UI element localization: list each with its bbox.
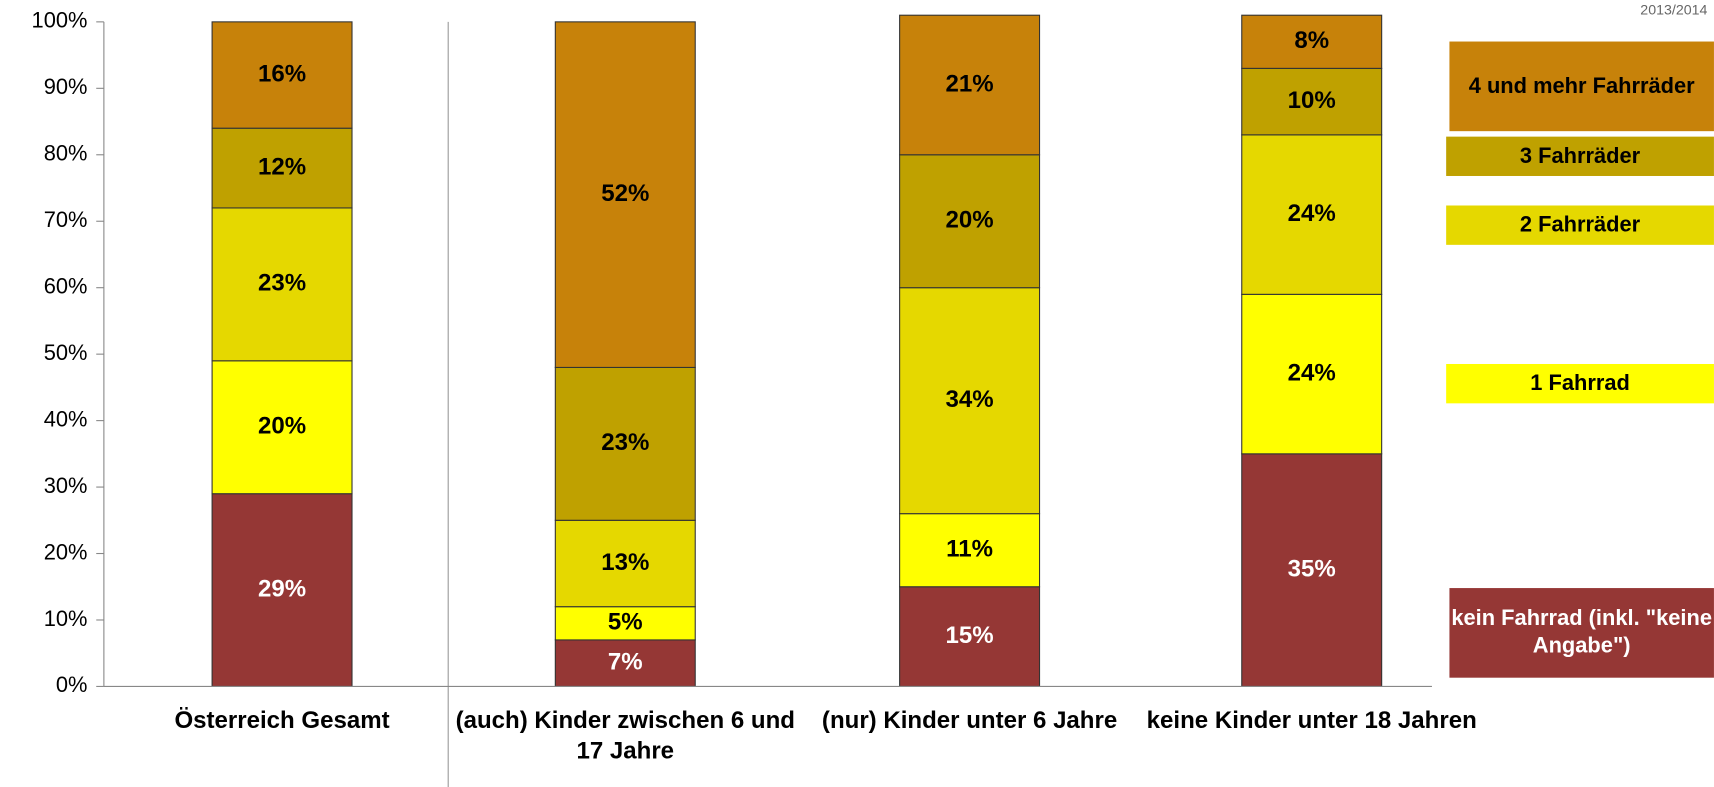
y-tick-label: 0% [56,672,88,697]
data-label: 5% [608,609,643,636]
x-tick-label-box: (auch) Kinder zwischen 6 und 17 Jahre [455,706,795,764]
bar-segment [1241,14,1383,69]
legend-label: 1 Fahrrad [1530,371,1630,396]
data-label: 24% [1288,200,1336,227]
data-label: 15% [946,622,994,649]
y-tick-label: 100% [32,8,88,33]
x-tick-label: (nur) Kinder unter 6 Jahre [821,706,1118,734]
legend-label: 3 Fahrräder [1519,143,1641,168]
data-label: 24% [1288,359,1336,386]
y-tick-label: 80% [44,141,88,166]
bar-segment [554,519,696,608]
y-tick-label: 10% [44,606,88,631]
legend-label: kein Fahrrad (inkl. "keine Angabe") [1451,606,1713,659]
bar-segment [899,154,1041,289]
data-label: 16% [258,60,306,87]
bar-segment [211,360,353,495]
legend-label-box: 1 Fahrrad [1530,371,1630,396]
note: 2013/2014 [1640,3,1707,19]
legend-label-box: kein Fahrrad (inkl. "keine Angabe") [1451,606,1713,659]
y-tick-label: 50% [44,340,88,365]
y-tick-label: 90% [44,74,88,99]
x-tick-label-box: Österreich Gesamt [174,706,390,734]
bar-segment [899,14,1041,156]
y-tick-label: 30% [44,473,88,498]
bar-segment [211,21,353,129]
x-tick-label-box: (nur) Kinder unter 6 Jahre [821,706,1118,734]
data-label: 52% [601,180,649,207]
bar-segment [1241,293,1383,455]
data-label: 21% [946,70,994,97]
x-tick-label: keine Kinder unter 18 Jahren [1146,706,1477,734]
bar-segment [554,366,696,521]
bar-segment [211,493,353,687]
data-label: 12% [258,153,306,180]
legend-label-box: 4 und mehr Fahrräder [1468,73,1695,98]
bar-segment [554,21,696,368]
data-label: 7% [608,649,643,676]
data-label: 35% [1288,555,1336,582]
data-label: 20% [258,413,306,440]
legend-label: 4 und mehr Fahrräder [1468,73,1695,98]
y-tick-label: 40% [44,406,88,431]
y-tick-label: 20% [44,539,88,564]
bar-segment [554,606,696,641]
data-label: 23% [601,429,649,456]
legend-swatch [1449,41,1714,132]
bar-segment [899,513,1041,588]
bar-segment [1241,134,1383,295]
legend-label-box: 3 Fahrräder [1519,143,1641,168]
data-label: 10% [1288,87,1336,114]
data-label: 23% [258,270,306,297]
data-label: 11% [946,536,993,563]
data-label: 34% [946,386,994,413]
x-tick-label: Österreich Gesamt [174,706,390,734]
x-tick-label-box: keine Kinder unter 18 Jahren [1146,706,1477,734]
data-label: 20% [946,207,994,234]
bar-segment [211,207,353,362]
legend-swatch [1446,363,1714,404]
legend-swatch [1446,136,1714,176]
legend-swatch [1449,588,1714,678]
y-tick-label: 60% [44,273,88,298]
x-tick-label: (auch) Kinder zwischen 6 und 17 Jahre [455,706,795,764]
legend-label: 2 Fahrräder [1519,212,1641,237]
data-label: 8% [1294,27,1329,54]
data-label: 13% [601,549,649,576]
bar-segment [211,127,353,209]
legend-label-box: 2 Fahrräder [1519,212,1641,237]
legend-swatch [1446,205,1714,245]
bar-segment [1241,453,1383,687]
data-label: 29% [258,575,306,602]
y-tick-label: 70% [44,207,88,232]
bar-segment [899,287,1041,515]
